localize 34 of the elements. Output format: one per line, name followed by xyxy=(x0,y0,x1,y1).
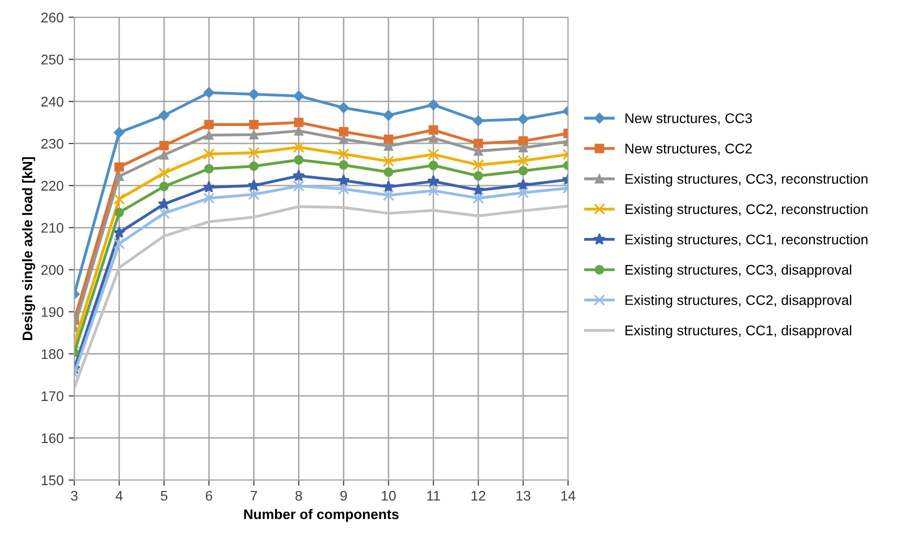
y-tick-label: 170 xyxy=(42,391,64,402)
x-tick-label: 7 xyxy=(250,490,258,501)
legend-label: Existing structures, CC3, disapproval xyxy=(626,264,852,278)
y-tick-label: 160 xyxy=(42,433,64,444)
y-tick-label: 250 xyxy=(41,54,64,65)
x-tick-label: 5 xyxy=(160,490,168,501)
legend-label: Existing structures, CC1, reconstruction xyxy=(626,234,868,248)
y-tick-label: 230 xyxy=(41,138,64,149)
y-tick-label: 210 xyxy=(41,222,64,233)
legend-label: Existing structures, CC2, reconstruction xyxy=(626,204,868,217)
x-tick-label: 4 xyxy=(116,490,123,501)
x-tick-label: 12 xyxy=(472,490,486,501)
y-tick-label: 260 xyxy=(41,12,64,22)
y-axis-title: Design single axle load [kN] xyxy=(22,157,36,340)
y-tick-label: 220 xyxy=(41,180,64,191)
y-tick-label: 190 xyxy=(42,307,64,317)
x-tick-label: 13 xyxy=(516,490,530,501)
x-axis-title: Number of components xyxy=(244,508,399,522)
legend-label: New structures, CC2 xyxy=(626,144,752,156)
y-tick-label: 240 xyxy=(41,96,64,107)
y-tick-label: 180 xyxy=(42,349,64,360)
x-tick-label: 9 xyxy=(340,490,347,501)
x-tick-label: 6 xyxy=(206,490,212,501)
x-tick-label: 8 xyxy=(295,490,302,501)
y-tick-label: 200 xyxy=(41,265,64,275)
y-tick-label: 150 xyxy=(42,475,64,486)
legend-label: Existing structures, CC3, reconstruction xyxy=(626,174,868,187)
x-tick-label: 10 xyxy=(382,490,396,501)
legend-label: Existing structures, CC1, disapproval xyxy=(626,325,852,338)
x-tick-label: 3 xyxy=(70,490,78,501)
legend-label: New structures, CC3 xyxy=(626,113,752,125)
x-tick-label: 14 xyxy=(561,490,576,501)
legend-label: Existing structures, CC2, disapproval xyxy=(626,294,852,308)
x-tick-label: 11 xyxy=(427,490,440,501)
